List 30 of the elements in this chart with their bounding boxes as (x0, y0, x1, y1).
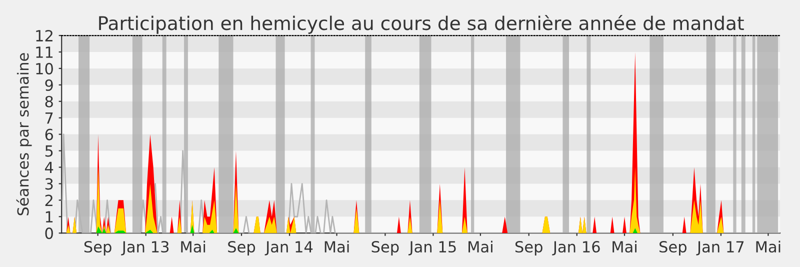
x-tick-label: Sep (660, 241, 686, 256)
x-tick-label: Jan 17 (696, 241, 744, 256)
y-tick-label: 6 (45, 128, 53, 140)
x-tick-label: Mai (181, 240, 206, 253)
y-axis-title: Séances par semaine (16, 53, 32, 216)
y-tick-label: 1 (46, 211, 53, 222)
x-tick-label: Mai (324, 240, 349, 253)
x-tick-label: Sep (372, 241, 399, 256)
y-tick-label: 12 (36, 30, 52, 42)
y-tick-label: 4 (44, 162, 54, 174)
y-tick-label: 11 (36, 46, 53, 58)
x-tick-label: Mai (612, 240, 636, 253)
y-tick-label: 5 (45, 145, 53, 157)
x-tick-label: Sep (515, 241, 542, 256)
y-tick-label: 9 (45, 79, 53, 91)
chart-title: Participation en hemicycle au cours de sa dernière année de mandat (99, 14, 744, 34)
y-tick-label: 7 (45, 112, 53, 124)
x-tick-label: Sep (84, 241, 112, 256)
x-tick-label: Sep (228, 241, 256, 256)
y-tick-label: 0 (45, 228, 53, 240)
y-tick-label: 8 (45, 96, 53, 108)
x-tick-label: Jan 13 (121, 241, 169, 256)
x-tick-label: Jan 15 (408, 241, 456, 256)
y-tick-label: 3 (45, 178, 53, 190)
x-tick-label: Jan 14 (264, 241, 313, 256)
x-tick-label: Mai (468, 240, 492, 253)
x-tick-label: Jan 16 (552, 241, 600, 256)
y-tick-label: 10 (36, 62, 53, 74)
x-tick-label: Mai (756, 240, 780, 253)
y-tick-label: 2 (45, 194, 52, 206)
